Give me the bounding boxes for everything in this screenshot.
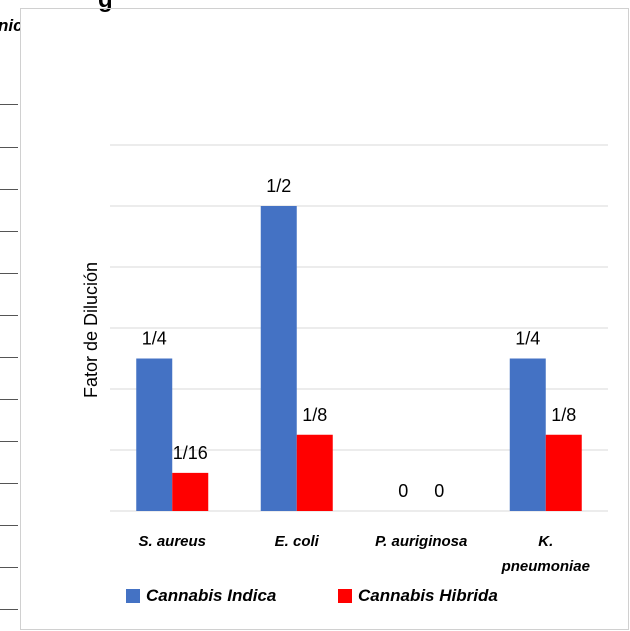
legend-label-indica: Cannabis Indica <box>146 586 277 605</box>
category-label: E. coli <box>275 533 320 550</box>
left-strip-tick <box>0 273 18 274</box>
left-strip-tick <box>0 609 18 610</box>
data-label: 1/8 <box>302 405 327 425</box>
bar-hibrida <box>172 472 209 511</box>
left-strip-tick <box>0 104 18 105</box>
left-strip-tick <box>0 357 18 358</box>
bar-hibrida <box>545 434 582 511</box>
legend-item-hibrida: Cannabis Hibrida <box>338 584 498 608</box>
data-label: 1/2 <box>266 176 291 196</box>
data-label: 1/4 <box>142 329 167 349</box>
left-axis-strip: nic <box>0 0 20 631</box>
legend-swatch-indica <box>126 589 140 603</box>
data-label: 1/4 <box>515 329 540 349</box>
left-strip-tick <box>0 525 18 526</box>
left-strip-tick <box>0 315 18 316</box>
bar-hibrida <box>296 434 333 511</box>
data-label: 1/8 <box>551 405 576 425</box>
legend-swatch-hibrida <box>338 589 352 603</box>
bar-indica <box>136 358 173 511</box>
data-label: 0 <box>398 481 408 501</box>
bar-indica <box>260 206 297 511</box>
left-strip-tick <box>0 231 18 232</box>
cropped-title-fragment: g <box>98 0 113 14</box>
legend-label-hibrida: Cannabis Hibrida <box>358 586 498 605</box>
legend: Cannabis Indica Cannabis Hibrida <box>0 584 630 608</box>
left-strip-tick <box>0 147 18 148</box>
bar-indica <box>509 358 546 511</box>
category-label: P. auriginosa <box>375 533 467 550</box>
left-strip-tick <box>0 567 18 568</box>
category-label: K. <box>538 533 553 550</box>
category-label: S. aureus <box>138 533 206 550</box>
data-label: 1/16 <box>173 443 208 463</box>
left-strip-tick <box>0 441 18 442</box>
left-strip-tick <box>0 483 18 484</box>
left-strip-tick <box>0 189 18 190</box>
y-axis-label: Fator de Dilución <box>81 262 101 398</box>
legend-item-indica: Cannabis Indica <box>126 584 276 608</box>
category-label: pneumoniae <box>501 558 590 575</box>
data-label: 0 <box>434 481 444 501</box>
chart-border <box>20 8 629 630</box>
cropped-left-label: nic <box>0 16 20 35</box>
left-strip-tick <box>0 399 18 400</box>
